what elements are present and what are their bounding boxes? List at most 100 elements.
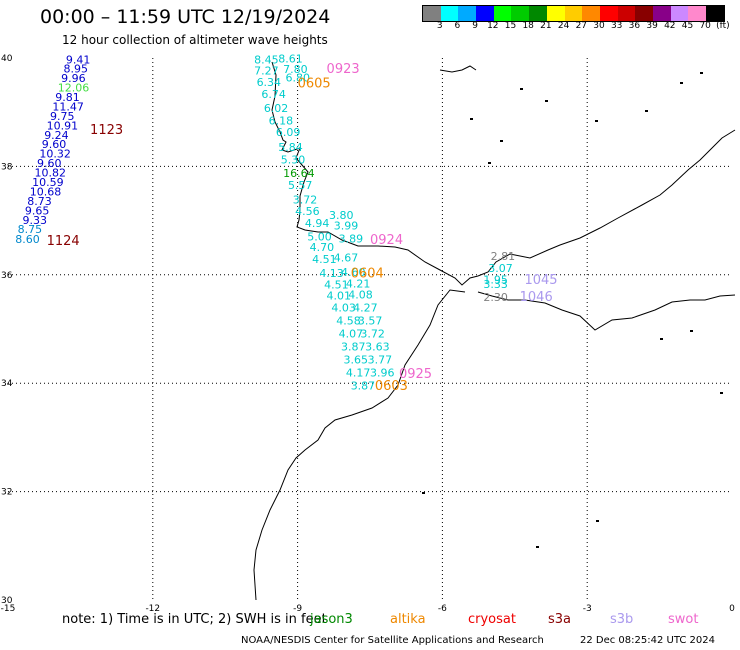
colorbar-cell bbox=[635, 6, 653, 21]
wave-height-value: 3.99 bbox=[334, 219, 359, 232]
wave-height-value: 4.56 bbox=[295, 205, 320, 218]
satellite-legend-item: s3a bbox=[548, 612, 572, 627]
colorbar-cell bbox=[546, 6, 565, 21]
wave-height-value: 9.65 bbox=[25, 205, 50, 218]
wave-height-value: 3.65 bbox=[343, 354, 368, 367]
page-title: 00:00 – 11:59 UTC 12/19/2024 bbox=[40, 6, 331, 28]
wave-height-value: 3.87 bbox=[351, 380, 376, 393]
wave-height-value: 10.82 bbox=[35, 167, 66, 180]
wave-height-value: 4.27 bbox=[353, 302, 378, 315]
pass-time-label: 1124 bbox=[47, 234, 80, 249]
wave-height-value: 2.30 bbox=[483, 291, 508, 304]
wave-height-value: 10.32 bbox=[39, 148, 71, 161]
wave-height-value: 9.24 bbox=[44, 129, 68, 142]
coastline-iberia-west bbox=[271, 61, 479, 286]
lat-tick-label: 40 bbox=[1, 54, 13, 64]
wave-height-value: 3.89 bbox=[339, 232, 364, 245]
wave-height-value: 8.60 bbox=[15, 233, 39, 246]
wave-height-labels: 9.418.959.9612.069.8111.479.7510.919.249… bbox=[15, 52, 557, 394]
islands bbox=[422, 72, 723, 548]
colorbar-cell bbox=[670, 6, 689, 21]
wave-height-value: 4.67 bbox=[334, 251, 359, 264]
island-mark bbox=[596, 520, 599, 522]
wave-height-value: 9.33 bbox=[22, 214, 47, 227]
satellite-legend-item: cryosat bbox=[468, 612, 516, 627]
wave-height-value: 4.51 bbox=[324, 278, 349, 291]
timestamp-text: 22 Dec 08:25:42 UTC 2024 bbox=[580, 635, 715, 646]
wave-height-value: 10.68 bbox=[30, 186, 62, 199]
colorbar-cell bbox=[511, 6, 530, 21]
wave-height-value: 8.45 bbox=[254, 53, 279, 66]
wave-height-value: 5.00 bbox=[307, 231, 332, 244]
satellite-legend-item: swot bbox=[668, 612, 699, 627]
pass-time-label: 0604 bbox=[351, 267, 384, 282]
island-mark bbox=[422, 492, 425, 494]
island-mark bbox=[500, 140, 503, 142]
wave-height-value: 9.96 bbox=[61, 72, 86, 85]
coastline-ebro bbox=[439, 65, 477, 73]
wave-height-value: 3.33 bbox=[483, 278, 508, 291]
wave-height-value: 9.75 bbox=[50, 110, 75, 123]
island-mark bbox=[595, 120, 598, 122]
lon-tick-label: -12 bbox=[145, 604, 160, 614]
colorbar-cell bbox=[423, 6, 441, 21]
island-mark bbox=[680, 82, 683, 84]
wave-height-value: 12.06 bbox=[58, 82, 90, 95]
colorbar-label: (ft) bbox=[716, 21, 730, 31]
colorbar-label: 36 bbox=[628, 21, 641, 31]
colorbar-label: 39 bbox=[646, 21, 658, 31]
colorbar-label: 42 bbox=[664, 21, 676, 31]
island-mark bbox=[700, 72, 703, 74]
colorbar-cell bbox=[458, 6, 477, 21]
lat-tick-label: 32 bbox=[1, 488, 12, 498]
wave-height-value: 10.59 bbox=[32, 176, 64, 189]
pass-time-label: 0605 bbox=[298, 76, 331, 91]
wave-height-value: 4.58 bbox=[336, 315, 361, 328]
colorbar-cell bbox=[476, 6, 494, 21]
colorbar-label: 15 bbox=[504, 21, 517, 31]
wave-height-value: 3.07 bbox=[488, 262, 512, 275]
axis-ticks: 40 38 36 34 32 30-15 -12 -9 -6 -3 0 bbox=[1, 54, 735, 614]
wave-height-value: 9.60 bbox=[42, 138, 67, 151]
wave-height-value: 6.02 bbox=[264, 102, 289, 115]
colorbar-label: 30 bbox=[593, 21, 605, 31]
wave-height-value: 4.03 bbox=[331, 302, 356, 315]
satellite-legend-item: jason3 bbox=[310, 612, 353, 627]
map-grid bbox=[7, 57, 733, 601]
colorbar-label: 27 bbox=[575, 21, 588, 31]
lat-tick-label: 36 bbox=[1, 271, 13, 281]
colorbar-label: 18 bbox=[522, 21, 534, 31]
satellite-legend-item: altika bbox=[390, 612, 426, 627]
wave-height-value: 8.73 bbox=[27, 195, 52, 208]
lon-tick-label: -15 bbox=[1, 604, 16, 614]
island-mark bbox=[488, 162, 491, 164]
wave-height-value: 5.57 bbox=[288, 179, 313, 192]
colorbar bbox=[422, 5, 725, 22]
island-mark bbox=[690, 330, 693, 332]
pass-time-label: 1123 bbox=[90, 123, 123, 138]
wave-height-value: 1.95 bbox=[483, 273, 508, 286]
pass-time-label: 0603 bbox=[375, 379, 408, 394]
wave-height-value: 9.41 bbox=[66, 53, 91, 66]
colorbar-label: 24 bbox=[557, 21, 570, 31]
wave-height-value: 3.96 bbox=[370, 367, 395, 380]
island-mark bbox=[520, 88, 523, 90]
pass-time-label: 0924 bbox=[370, 233, 403, 248]
wave-height-value: 3.77 bbox=[368, 354, 393, 367]
colorbar-label: 9 bbox=[472, 21, 478, 31]
lon-tick-label: 0 bbox=[729, 604, 735, 614]
colorbar-cell bbox=[493, 6, 512, 21]
credit-text: NOAA/NESDIS Center for Satellite Applica… bbox=[241, 635, 544, 646]
map-frame bbox=[7, 57, 733, 601]
wave-height-value: 4.07 bbox=[339, 328, 364, 341]
island-mark bbox=[536, 546, 539, 548]
colorbar-label: 45 bbox=[681, 21, 694, 31]
wave-height-value: 6.09 bbox=[276, 126, 301, 139]
wave-height-value: 3.63 bbox=[365, 341, 390, 354]
colorbar-cell bbox=[582, 6, 600, 21]
satellite-legend-item: s3b bbox=[610, 612, 634, 627]
wave-height-value: 4.13 bbox=[319, 267, 344, 280]
coastline-north-africa bbox=[477, 291, 736, 331]
